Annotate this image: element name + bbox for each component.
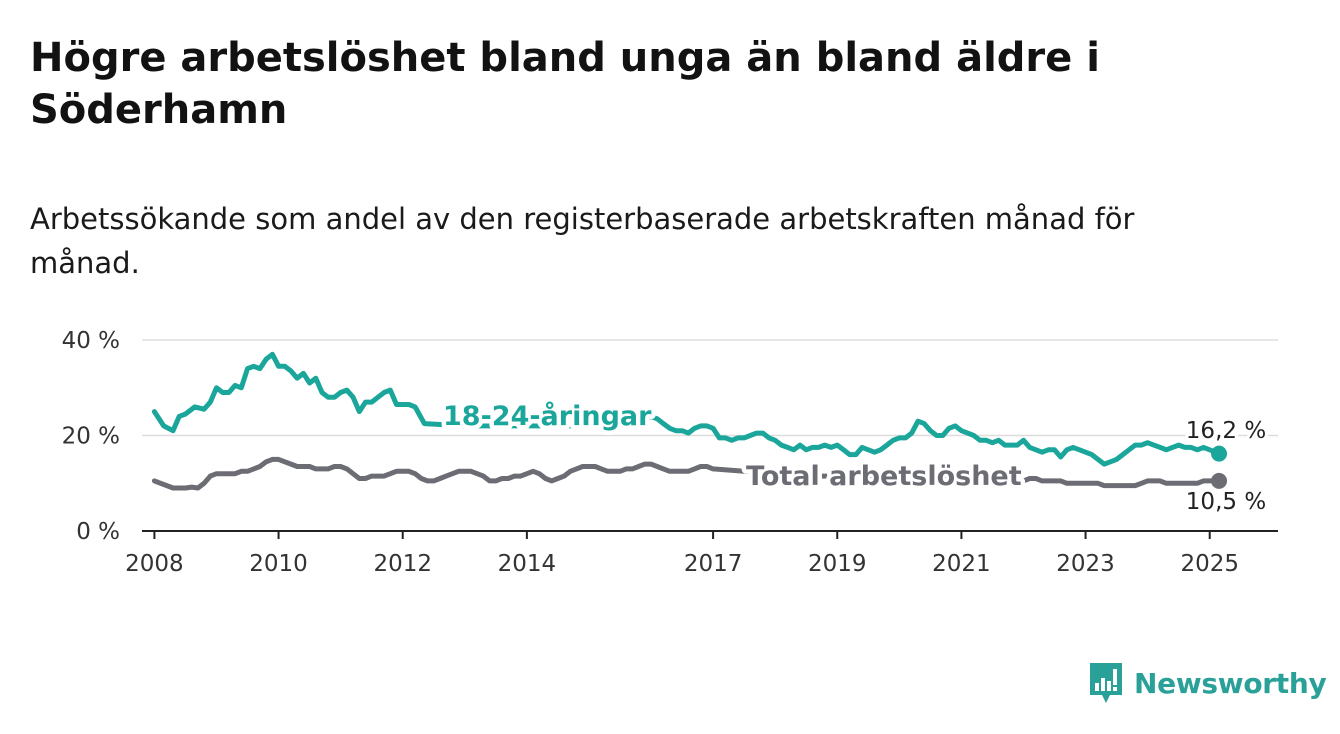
- end-point-total: [1211, 472, 1228, 489]
- logo-text: Newsworthy: [1134, 666, 1327, 700]
- series-label-total: Total arbetslöshet: [746, 461, 1022, 492]
- x-tick-label: 2010: [249, 551, 308, 577]
- x-tick-label: 2023: [1056, 551, 1115, 577]
- series-lines: [151, 351, 1228, 491]
- x-tick-label: 2014: [498, 551, 557, 577]
- end-label-young: 16,2 %: [1186, 418, 1266, 444]
- x-tick-label: 2019: [808, 551, 867, 577]
- gridlines: [142, 339, 1278, 437]
- end-label-total-halo: 10,5 %: [1186, 489, 1266, 515]
- y-tick-label: 20 %: [62, 424, 120, 450]
- x-tick-label: 2008: [125, 551, 184, 577]
- axes: 0 % 20 % 40 % 2008 2010 2012 2014 2017 2019 2021 2…: [62, 328, 1278, 577]
- series-label-total-halo: Total arbetslöshet: [746, 461, 1022, 492]
- x-tick-label: 2012: [373, 551, 432, 577]
- y-tick-label: 40 %: [62, 328, 120, 354]
- end-point-young: [1211, 445, 1228, 462]
- x-tick-label: 2017: [684, 551, 743, 577]
- x-tick-label: 2021: [932, 551, 991, 577]
- end-label-total: 10,5 %: [1186, 489, 1266, 515]
- x-tick-label: 2025: [1180, 551, 1239, 577]
- series-line-total: [151, 456, 1222, 491]
- series-label-young-halo: 18-24-åringar: [443, 400, 652, 432]
- end-label-young-halo: 16,2 %: [1186, 418, 1266, 444]
- series-line-young: [151, 351, 1222, 467]
- chart-subtitle: Arbetssökande som andel av den registerb…: [30, 202, 1135, 280]
- series-label-young: 18-24-åringar: [443, 400, 652, 432]
- newsworthy-logo[interactable]: Newsworthy: [1088, 660, 1327, 706]
- bar-chart-icon: [1090, 663, 1122, 703]
- y-tick-label: 0 %: [76, 519, 120, 545]
- chart-title: Högre arbetslöshet bland unga än bland ä…: [30, 35, 1100, 133]
